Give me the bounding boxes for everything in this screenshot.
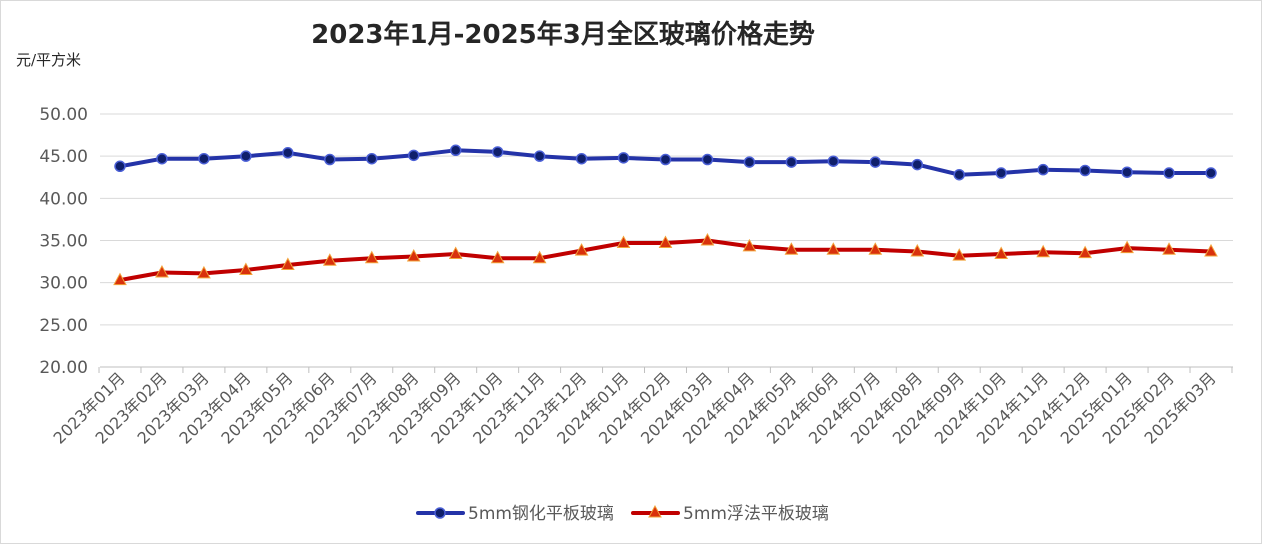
series-2-point	[994, 246, 1009, 259]
series-1-point	[449, 144, 462, 157]
y-axis-tick-labels: 20.00 25.00 30.00 35.00 40.00 45.00 50.00	[39, 105, 88, 378]
series-2-point	[239, 262, 253, 276]
legend: 5mm钢化平板玻璃 5mm浮法平板玻璃	[416, 504, 829, 524]
series-1-point	[198, 152, 210, 165]
legend-marker-triangle-icon	[648, 504, 662, 518]
series-1-point	[366, 152, 378, 165]
series-1-point	[156, 152, 168, 165]
series-1-point	[785, 156, 798, 168]
series-2-point	[658, 235, 673, 249]
series-1-point	[1205, 167, 1217, 179]
series-1-point	[407, 149, 420, 162]
series-2-point	[826, 242, 841, 255]
series-1-point	[827, 155, 840, 167]
series-2-point	[574, 243, 589, 256]
series-2-point	[1204, 243, 1218, 257]
y-tick-label: 20.00	[39, 358, 88, 378]
series-2-point	[197, 265, 211, 279]
series-2-point	[1036, 244, 1050, 258]
series-2-point	[448, 246, 463, 259]
series-1-point	[533, 150, 546, 162]
y-tick-label: 45.00	[39, 147, 88, 167]
y-tick-label: 25.00	[39, 316, 88, 336]
series-1-point	[701, 153, 714, 166]
series-1-point	[617, 152, 630, 164]
series-2-point	[1078, 245, 1092, 259]
series-1-point	[282, 147, 294, 159]
series-2-point	[364, 250, 379, 264]
series-1-point	[1121, 166, 1133, 178]
series-2-point	[868, 242, 883, 255]
series-1-point	[114, 160, 126, 173]
series-2-point	[742, 238, 757, 252]
x-axis	[98, 366, 1233, 373]
series-2-point	[113, 272, 127, 286]
series-1-point	[1037, 163, 1049, 176]
y-tick-label: 50.00	[39, 105, 88, 125]
y-axis-unit-label: 元/平方米	[16, 51, 81, 69]
y-tick-label: 35.00	[39, 232, 88, 252]
series-1-point	[324, 153, 336, 166]
series-markers	[113, 144, 1218, 286]
series-2-point	[406, 248, 421, 262]
series-1-point	[491, 146, 504, 158]
series-2-point	[952, 248, 967, 261]
legend-item-series-2[interactable]: 5mm浮法平板玻璃	[631, 504, 829, 524]
series-2-point	[532, 250, 547, 264]
series-1-point	[240, 150, 252, 162]
chart-title: 2023年1月-2025年3月全区玻璃价格走势	[311, 19, 815, 50]
series-1-point	[869, 156, 882, 168]
series-2-point	[155, 265, 169, 278]
series-2-point	[700, 232, 715, 246]
series-1-point	[1079, 164, 1091, 177]
legend-item-series-1[interactable]: 5mm钢化平板玻璃	[416, 504, 614, 524]
series-1-point	[995, 167, 1007, 179]
series-2-point	[281, 257, 295, 270]
series-1-point	[911, 158, 924, 171]
series-2-point	[616, 235, 631, 249]
series-2-point	[322, 253, 337, 266]
y-tick-label: 40.00	[39, 189, 88, 209]
series-2-point	[1120, 240, 1134, 254]
series-2-point	[1162, 242, 1176, 255]
series-1-point	[743, 156, 756, 168]
series-2-point	[784, 242, 799, 255]
legend-label-series-2: 5mm浮法平板玻璃	[683, 504, 829, 524]
series-2-point	[910, 243, 925, 257]
series-1-point	[575, 152, 588, 165]
legend-label-series-1: 5mm钢化平板玻璃	[468, 504, 614, 524]
series-2-point	[490, 250, 505, 264]
series-1-point	[659, 153, 672, 166]
y-tick-label: 30.00	[39, 274, 88, 294]
legend-marker-circle-icon	[434, 507, 446, 519]
series-1-point	[953, 168, 965, 181]
series-1-point	[1163, 167, 1175, 179]
